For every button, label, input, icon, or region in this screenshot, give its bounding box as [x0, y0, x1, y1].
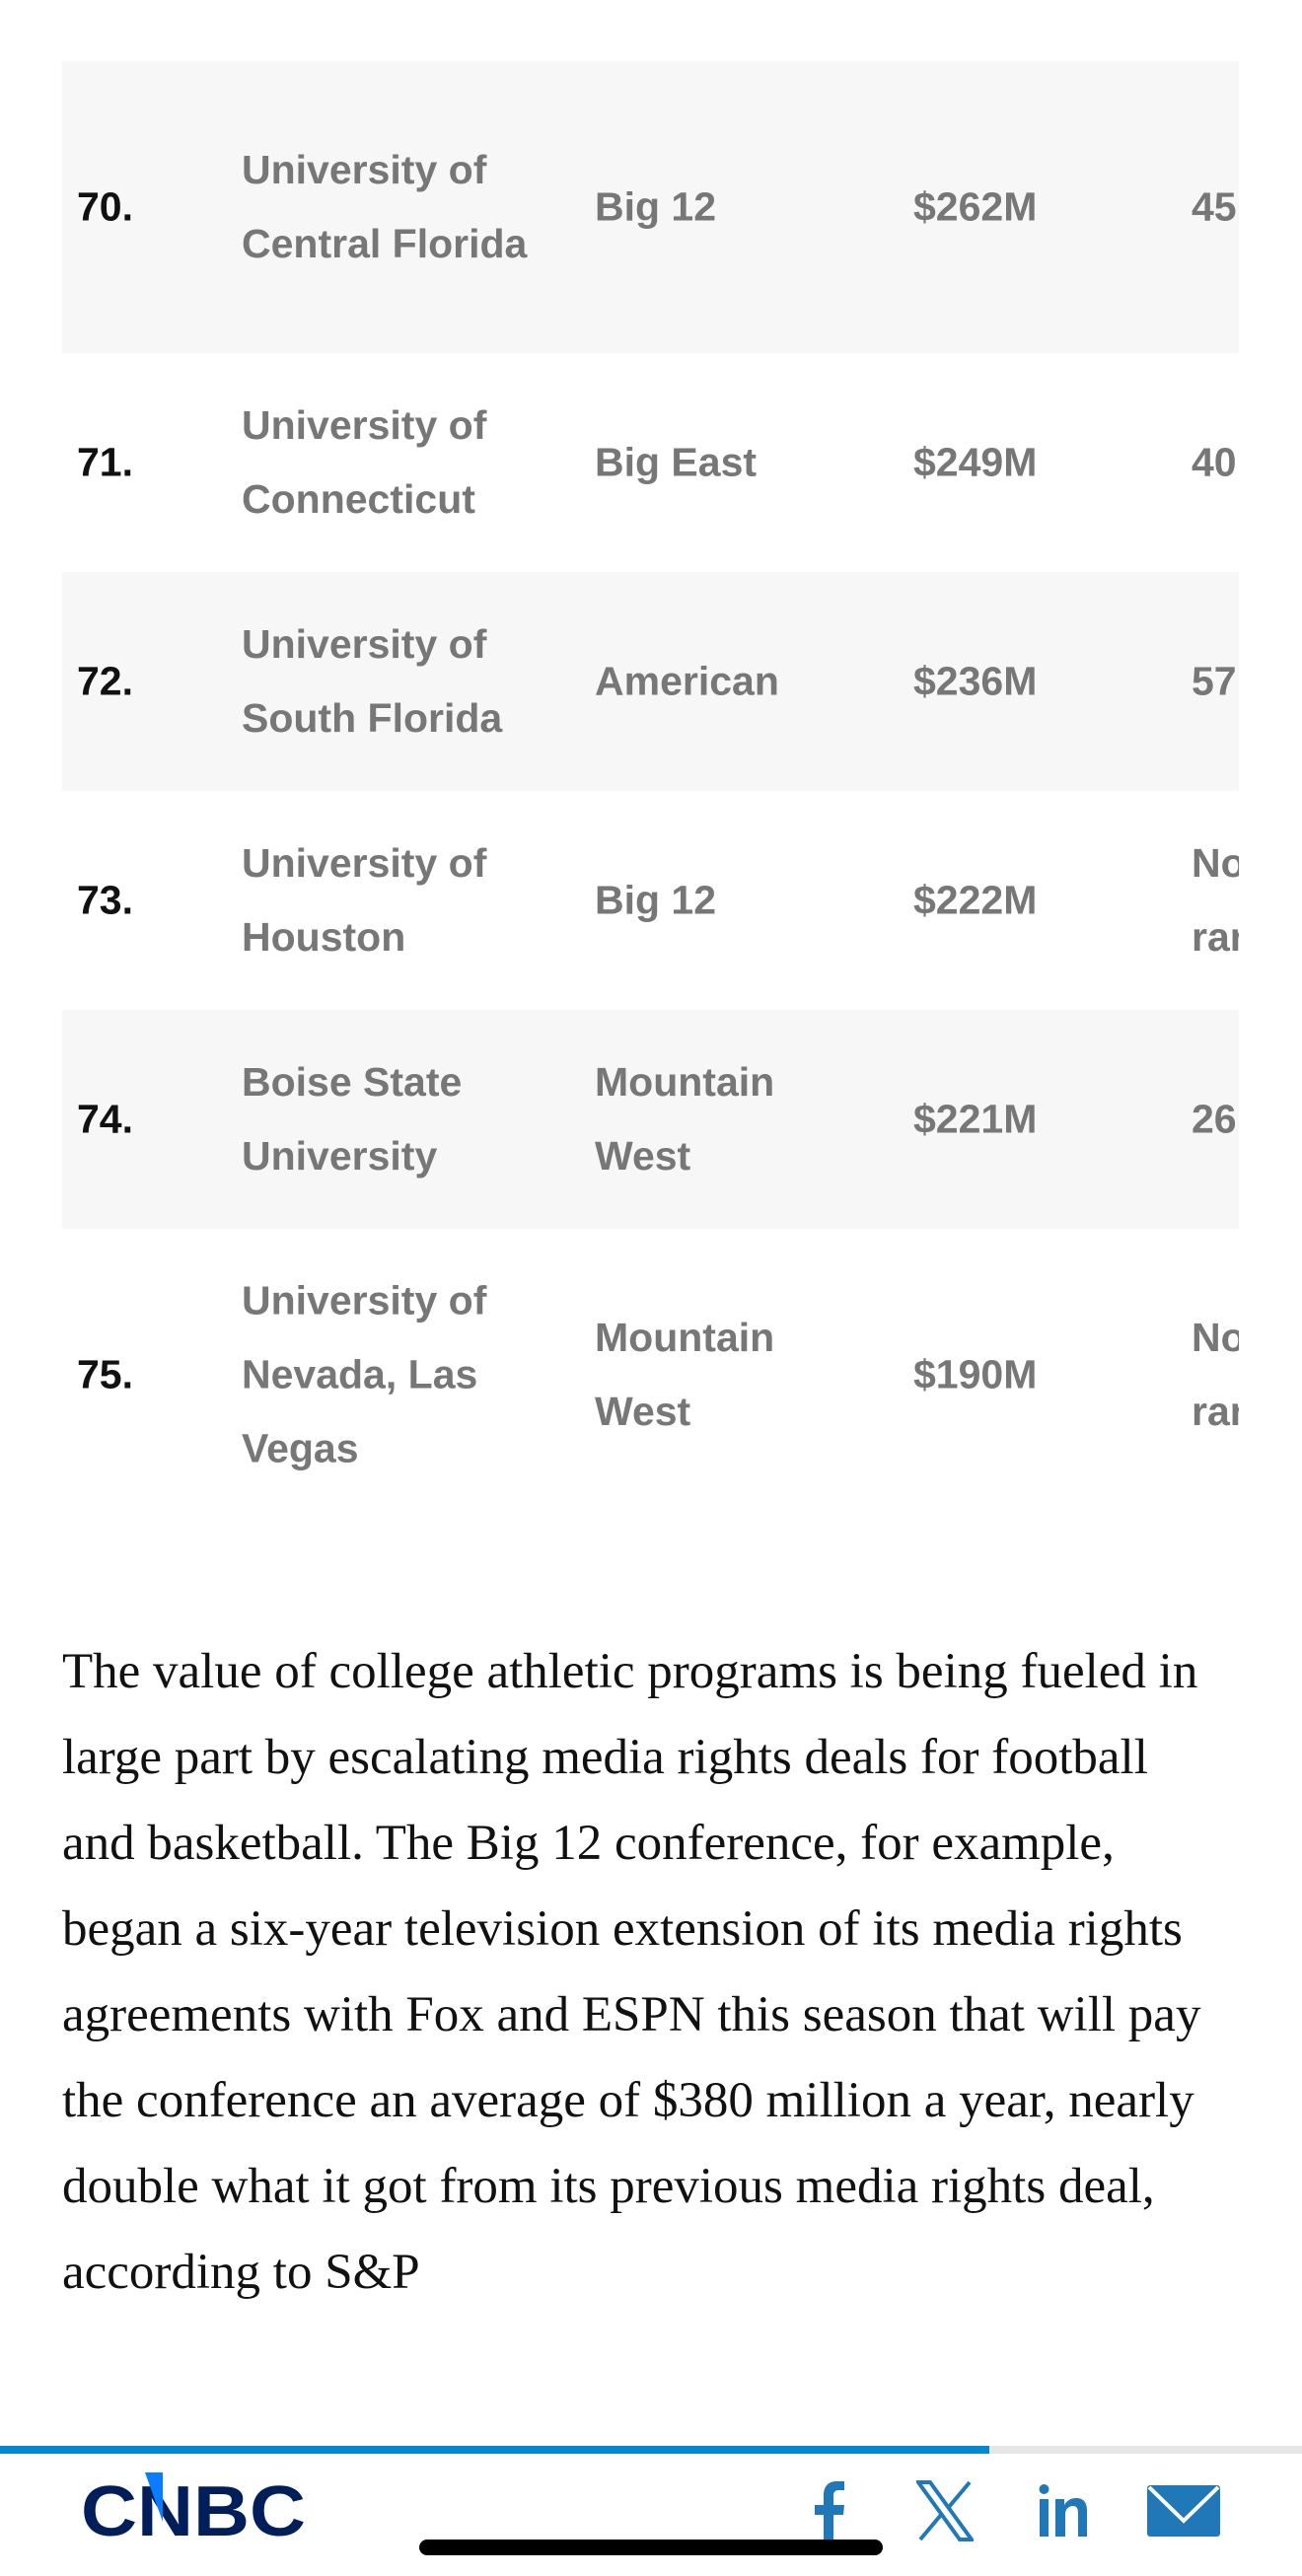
linkedin-icon[interactable] [1031, 2476, 1100, 2545]
conference-cell: Big 12 [595, 877, 717, 923]
email-icon[interactable] [1144, 2476, 1223, 2545]
school-cell: University of South Florida [242, 621, 503, 741]
table-row: 71. University of Connecticut Big East $249… [62, 353, 1239, 572]
rank-cell: 74. [77, 1096, 133, 1142]
cnbc-logo[interactable]: CNBC [81, 2472, 308, 2551]
last-rank-cell: 57 [1192, 658, 1237, 704]
table-row: 74. Boise State University Mountain West $2… [62, 1010, 1239, 1229]
last-rank-cell: Not ranked [1192, 840, 1239, 960]
conference-cell: Big East [595, 439, 758, 485]
school-cell: University of Nevada, Las Vegas [242, 1277, 487, 1471]
value-cell: $222M [913, 877, 1038, 923]
conference-cell: Mountain West [595, 1059, 775, 1179]
reading-progress-fill [0, 2446, 990, 2454]
last-rank-cell: 26 [1192, 1096, 1237, 1142]
value-cell: $190M [913, 1351, 1038, 1397]
conference-cell: Mountain West [595, 1315, 775, 1434]
table-row: 72. University of South Florida American $2… [62, 572, 1239, 791]
rank-cell: 70. [77, 183, 133, 230]
last-rank-cell: 45 [1192, 183, 1237, 230]
home-indicator[interactable] [419, 2540, 883, 2555]
school-cell: Boise State University [242, 1059, 463, 1179]
value-cell: $221M [913, 1096, 1038, 1142]
facebook-icon[interactable] [794, 2476, 863, 2545]
article-paragraph: The value of college athletic programs i… [62, 1644, 1201, 2300]
table-row: 73. University of Houston Big 12 $222M Not r… [62, 791, 1239, 1010]
conference-cell: Big 12 [595, 183, 717, 230]
school-cell: University of Connecticut [242, 402, 487, 522]
value-cell: $249M [913, 439, 1038, 485]
value-cell: $262M [913, 183, 1038, 230]
school-cell: University of Houston [242, 840, 487, 960]
conference-cell: American [595, 658, 779, 704]
value-cell: $236M [913, 658, 1038, 704]
rank-cell: 72. [77, 658, 133, 704]
rank-cell: 75. [77, 1351, 133, 1397]
rankings-table: 70. University of Central Florida Big 12 $2… [62, 61, 1239, 1521]
reading-progress-bar [0, 2446, 1302, 2454]
svg-text:CNBC: CNBC [81, 2472, 306, 2541]
rank-cell: 71. [77, 439, 133, 485]
rank-cell: 73. [77, 877, 133, 923]
x-icon[interactable] [910, 2476, 979, 2545]
school-cell: University of Central Florida [242, 147, 528, 266]
table-row: 70. University of Central Florida Big 12 $2… [62, 61, 1239, 353]
footer-bar: CNBC [0, 2421, 1302, 2576]
last-rank-cell: 40 [1192, 439, 1237, 485]
last-rank-cell: Not ranked [1192, 1315, 1239, 1434]
table-row: 75. University of Nevada, Las Vegas Mounta… [62, 1229, 1239, 1521]
